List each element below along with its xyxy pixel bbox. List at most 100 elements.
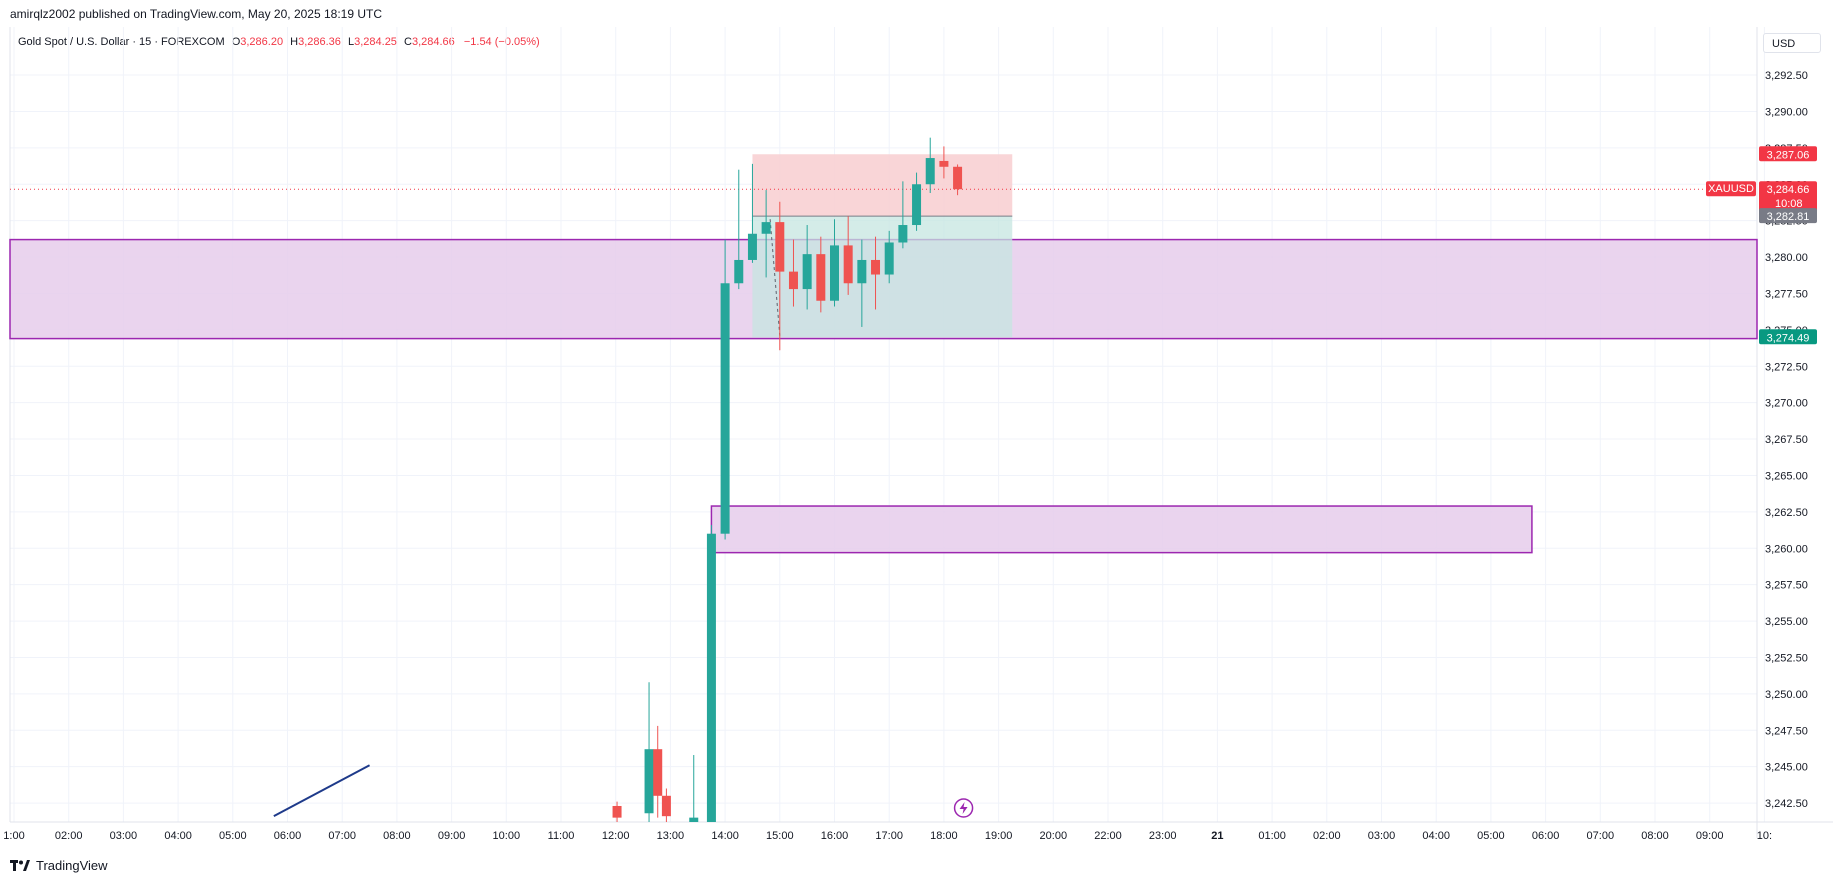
candle-body[interactable] [720,283,730,534]
candle-body[interactable] [612,805,622,818]
position-stop-area[interactable] [752,154,1013,217]
symbol-tag: XAUUSD [1708,183,1754,195]
time-tick-label: 11:00 [548,830,575,842]
candle-body[interactable] [747,233,757,260]
price-tick-label: 3,292.50 [1765,70,1808,82]
time-tick-label: 09:00 [1696,830,1724,842]
publish-line: amirqlz2002 published on TradingView.com… [10,7,382,21]
price-tick-label: 3,277.50 [1765,288,1808,300]
legend-close: 3,284.66 [411,36,455,48]
time-tick-label: 20:00 [1040,830,1068,842]
symbol-legend: Gold Spot / U.S. Dollar · 15 · FOREXCOM … [18,36,540,48]
price-tick-label: 3,242.50 [1765,798,1808,810]
candle-body[interactable] [734,259,744,284]
axis-price-label-text: 3,274.49 [1767,332,1810,344]
axis-price-label-text: 3,282.81 [1767,211,1810,223]
currency-button[interactable]: USD [1763,33,1821,53]
axis-price-label: 3,284.66 10:08 XAUUSD [1706,181,1817,212]
symbol-tag-bg [1706,181,1756,197]
axis-price-label-bg [1759,181,1817,212]
candle-body[interactable] [939,160,949,167]
time-tick-label: 03:00 [1368,830,1396,842]
axis-price-label-text: 3,284.66 [1767,184,1810,196]
candle-body[interactable] [953,166,963,190]
price-tick-label: 3,245.00 [1765,762,1808,774]
axis-price-label-text: 3,287.06 [1767,149,1810,161]
candle-body[interactable] [843,245,853,284]
candle-body[interactable] [761,222,771,234]
time-tick-label: 05:00 [1477,830,1505,842]
candle-body[interactable] [802,254,812,290]
time-tick-label: 06:00 [1532,830,1560,842]
time-tick-label: 21 [1211,830,1223,842]
time-tick-label: 17:00 [875,830,903,842]
candle-body[interactable] [775,222,785,272]
tradingview-logo-icon [10,859,30,871]
candle-body[interactable] [857,259,867,284]
legend-low-label: L [347,36,355,48]
price-tick-label: 3,290.00 [1765,106,1808,118]
trendline[interactable] [273,764,371,818]
legend-open-label: O [231,36,241,48]
axis-price-label: 3,274.49 [1759,329,1817,345]
price-tick-label: 3,247.50 [1765,725,1808,737]
time-tick-label: 10:00 [493,830,521,842]
candle-body[interactable] [706,533,716,822]
price-tick-label: 3,257.50 [1765,580,1808,592]
candle-body[interactable] [871,259,881,275]
time-tick-label: 16:00 [821,830,849,842]
axis-price-label-bg [1759,146,1817,162]
legend-symbol[interactable]: Gold Spot / U.S. Dollar · 15 · FOREXCOM [18,36,225,48]
price-tick-label: 3,272.50 [1765,361,1808,373]
legend-high-label: H [290,36,299,48]
time-tick-label: 03:00 [110,830,138,842]
candle-body[interactable] [898,225,908,243]
price-tick-label: 3,262.50 [1765,507,1808,519]
demand-zone[interactable] [710,505,1533,554]
time-tick-label: 13:00 [657,830,685,842]
time-tick-label: 08:00 [1641,830,1669,842]
time-tick-label: 08:00 [383,830,411,842]
price-tick-label: 3,250.00 [1765,689,1808,701]
price-tick-label: 3,252.50 [1765,652,1808,664]
candle-body[interactable] [644,749,654,814]
time-tick-label: 18:00 [930,830,958,842]
footer-brand[interactable]: TradingView [10,858,108,873]
candle-body[interactable] [788,271,798,290]
axis-price-label: 3,287.06 [1759,146,1817,162]
legend-low: 3,284.25 [354,36,397,48]
time-tick-label: 05:00 [219,830,247,842]
price-tick-label: 3,270.00 [1765,398,1808,410]
countdown-label: 10:08 [1775,198,1803,210]
candle-body[interactable] [661,795,671,817]
candle-body[interactable] [816,254,826,301]
axis-price-label-bg [1759,329,1817,345]
legend-open: 3,286.20 [240,36,284,48]
price-tick-label: 3,265.00 [1765,470,1808,482]
candle-body[interactable] [912,184,922,226]
time-tick-label: 22:00 [1094,830,1122,842]
candle-body[interactable] [925,158,935,185]
candle-body[interactable] [830,245,839,301]
time-tick-label: 09:00 [438,830,466,842]
time-tick-label: 02:00 [55,830,83,842]
legend-close-label: C [404,36,412,48]
footer-brand-label: TradingView [36,858,108,873]
price-tick-label: 3,260.00 [1765,543,1808,555]
time-tick-label: 04:00 [164,830,192,842]
time-tick-label: 01:00 [1258,830,1286,842]
candle-body[interactable] [653,749,663,796]
time-tick-label: 1:00 [3,830,24,842]
time-tick-label: 12:00 [602,830,630,842]
time-tick-label: 10: [1757,830,1772,842]
time-tick-label: 14:00 [711,830,739,842]
candle-body[interactable] [689,817,699,822]
candle-body[interactable] [884,242,894,275]
time-tick-label: 19:00 [985,830,1013,842]
price-chart[interactable]: 3,292.503,290.003,287.503,285.003,282.50… [0,0,1833,858]
axis-price-label-bg [1759,208,1817,224]
lightning-bolt-icon [959,802,968,814]
time-tick-label: 23:00 [1149,830,1177,842]
legend-high: 3,286.36 [298,36,341,48]
projection-line [769,219,781,336]
